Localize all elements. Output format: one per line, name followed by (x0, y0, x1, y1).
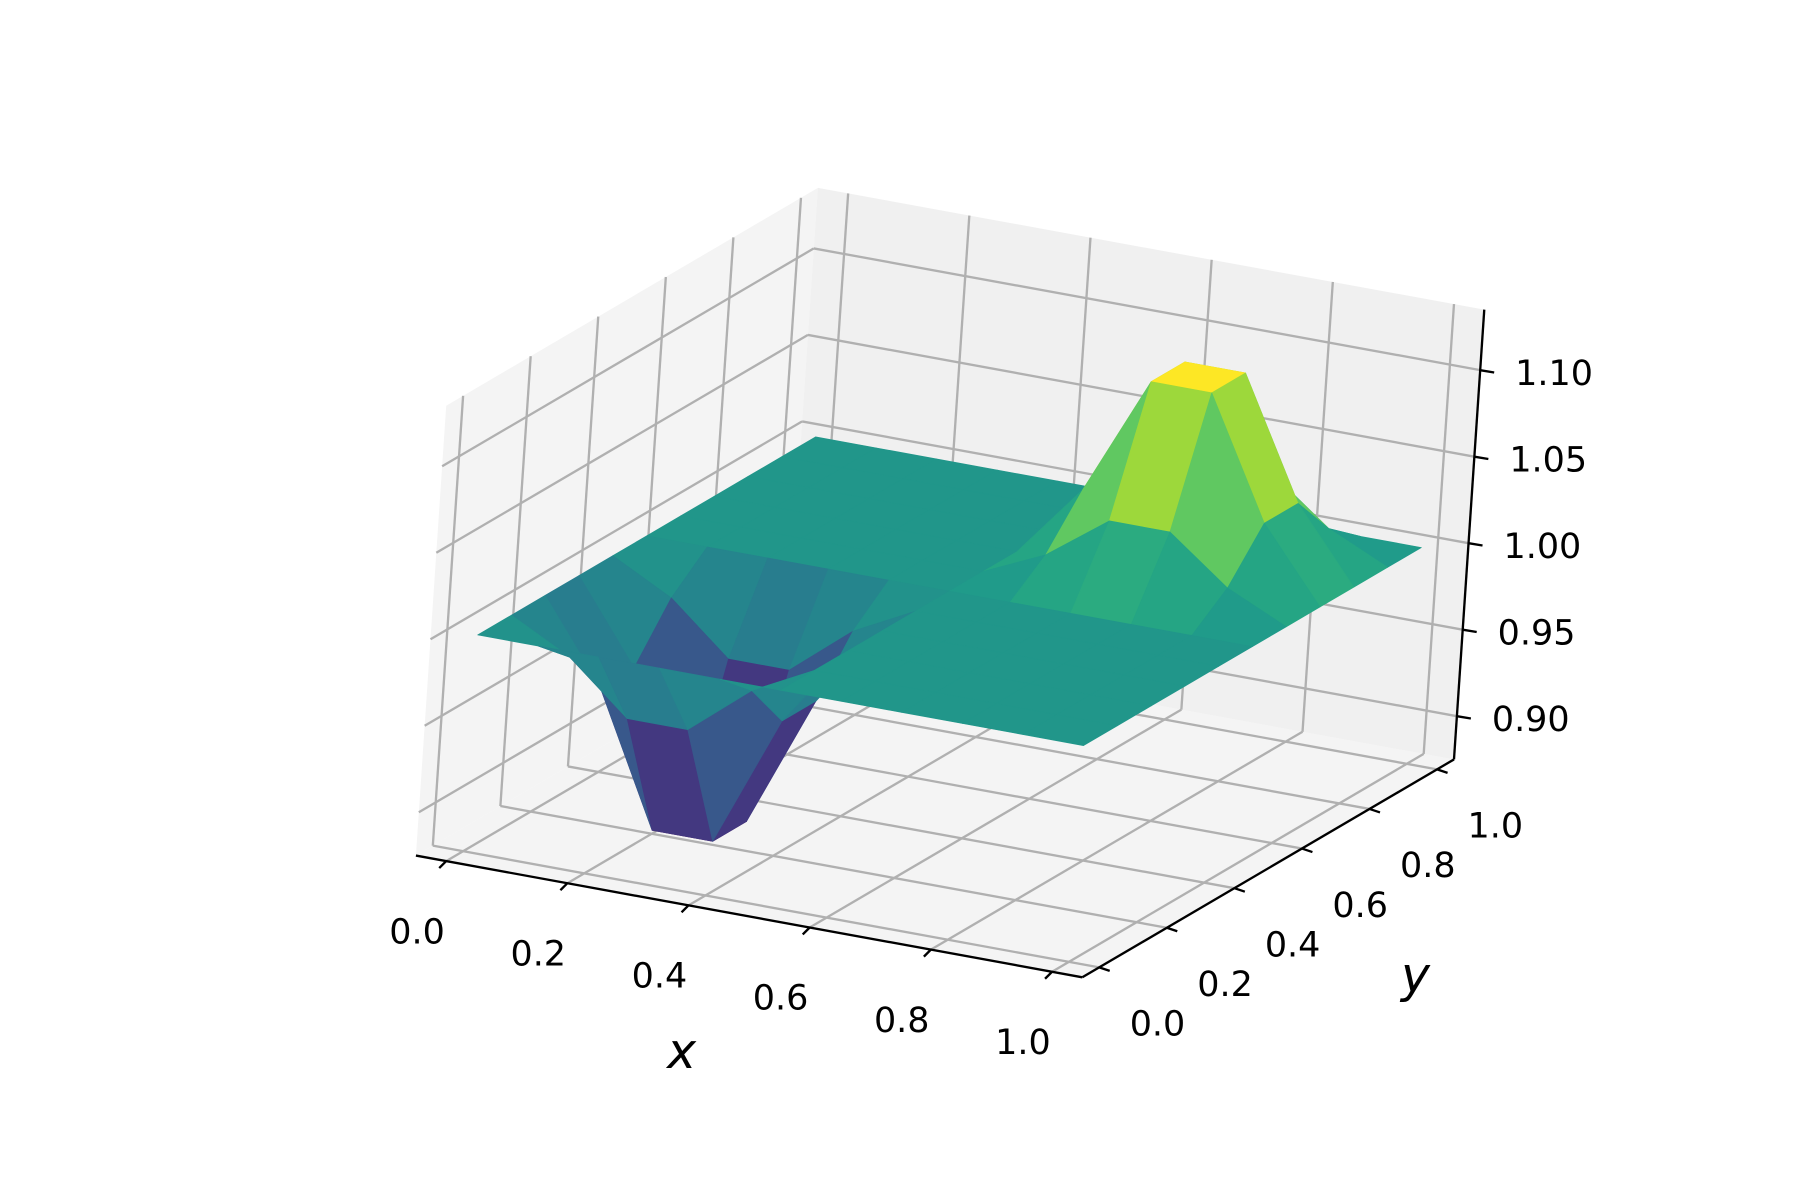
x-tick-label: 0.4 (632, 957, 688, 997)
x-tick-label: 0.8 (874, 1001, 930, 1041)
grid-line (813, 247, 1481, 372)
z-tick-label: 1.10 (1515, 354, 1593, 394)
grid-line (500, 804, 1168, 929)
grid-line (441, 247, 815, 468)
y-axis-label: y (1399, 947, 1431, 1004)
grid-line (702, 686, 1370, 811)
axes: 0.0 0.2 0.4 0.6 0.8 1.0 0.0 0.2 0.4 0.6 0.8 1.0 0.90… (389, 309, 1593, 1063)
y-tick-label: 1.0 (1468, 807, 1524, 847)
x-axis (415, 854, 1083, 979)
grid-line (499, 356, 532, 807)
tick-mark (1301, 847, 1313, 854)
z-tick-label: 0.90 (1492, 700, 1570, 740)
x-axis-label: x (665, 1023, 697, 1080)
grid-line (930, 730, 1304, 951)
grid-line (432, 844, 1100, 969)
y-tick-label: 0.8 (1400, 846, 1456, 886)
tick-mark (1474, 455, 1489, 461)
left-pane (415, 187, 818, 856)
tick-mark (1456, 715, 1472, 720)
tick-mark (1468, 542, 1483, 547)
grid-line (1422, 303, 1456, 754)
x-tick-label: 0.2 (510, 934, 566, 974)
x-tick-label: 0.0 (389, 912, 445, 952)
z-tick-label: 1.00 (1503, 527, 1581, 567)
grid-line (1301, 281, 1334, 732)
grid-line (1051, 752, 1425, 973)
y-tick-label: 0.2 (1197, 965, 1253, 1005)
z-axis (1452, 309, 1486, 760)
grid-line (435, 333, 809, 554)
surface-patch (1022, 714, 1118, 746)
grid-line (809, 708, 1182, 929)
tick-mark (923, 948, 932, 958)
surface (477, 361, 1422, 842)
tick-mark (1044, 970, 1053, 980)
y-tick-label: 0.4 (1265, 925, 1321, 965)
y-axis (1081, 758, 1455, 979)
tick-mark (1436, 768, 1448, 774)
tick-mark (1480, 369, 1495, 374)
tick-mark (438, 860, 448, 869)
z-tick-label: 1.05 (1509, 440, 1587, 480)
tick-mark (1462, 628, 1477, 634)
tick-mark (801, 926, 811, 936)
grid-line (807, 333, 1475, 458)
x-tick-label: 0.6 (753, 979, 809, 1019)
grid-line (566, 316, 600, 767)
tick-mark (1098, 966, 1111, 972)
x-tick-label: 1.0 (995, 1023, 1051, 1063)
grid-line (431, 395, 465, 846)
tick-mark (1369, 807, 1381, 814)
grid-line (429, 420, 803, 641)
tick-mark (680, 904, 690, 914)
tick-mark (1166, 926, 1178, 933)
tick-mark (1234, 887, 1246, 893)
tick-mark (559, 882, 569, 892)
z-tick-label: 0.95 (1498, 613, 1576, 653)
y-tick-label: 0.6 (1332, 886, 1388, 926)
y-tick-label: 0.0 (1130, 1005, 1186, 1045)
